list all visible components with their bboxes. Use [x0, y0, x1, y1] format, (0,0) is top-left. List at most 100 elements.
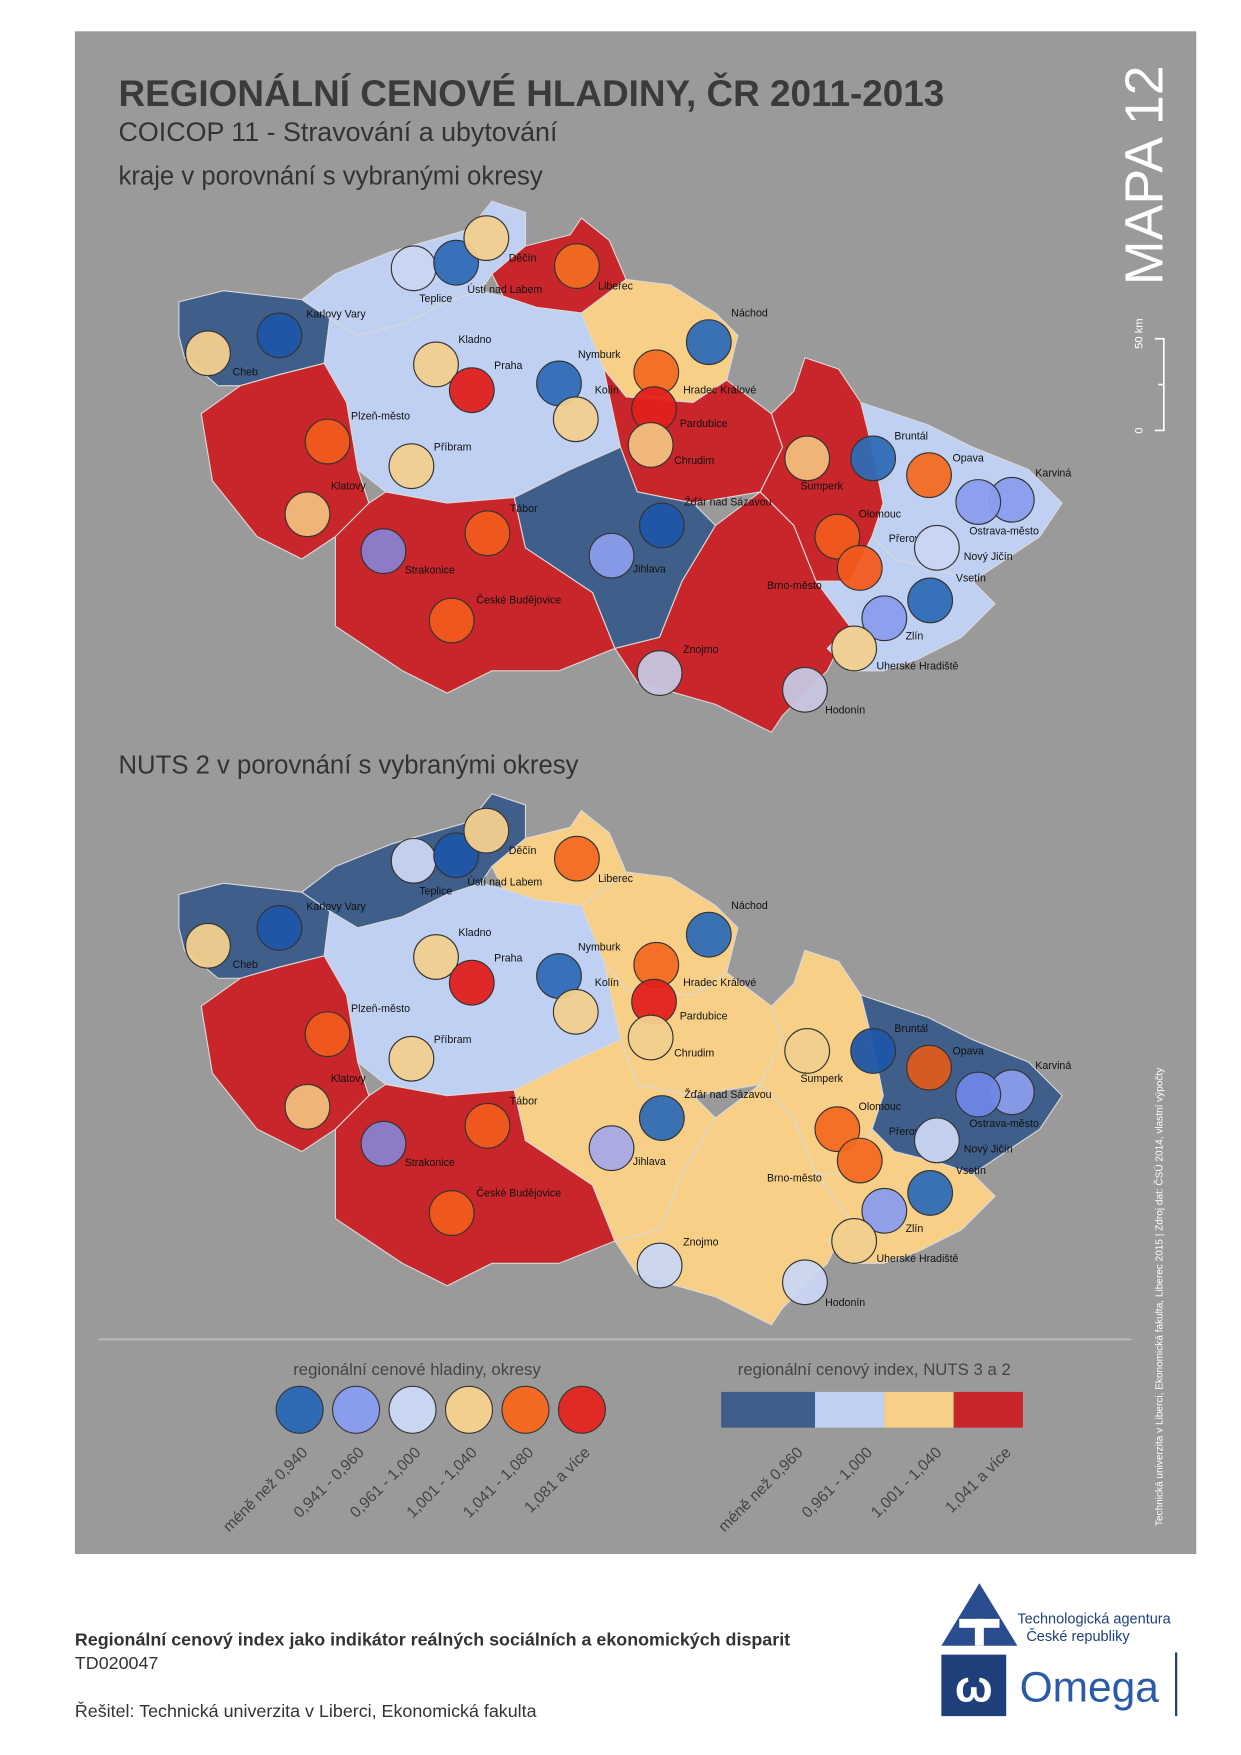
city-label: Uherské Hradiště	[877, 661, 959, 673]
district-marker	[836, 545, 883, 591]
district-marker	[256, 312, 303, 359]
district-marker	[784, 435, 831, 482]
district-marker	[360, 1120, 407, 1167]
district-marker	[433, 832, 480, 879]
city-label: Nymburk	[578, 349, 621, 361]
district-marker	[861, 595, 908, 642]
city-label: Karlovy Vary	[306, 309, 366, 321]
city-label: Jihlava	[633, 563, 666, 575]
city-label: Hradec Králové	[683, 977, 756, 989]
scale-bar	[1154, 337, 1165, 432]
city-label: Vsetín	[956, 1165, 986, 1177]
city-label: Karviná	[1035, 467, 1071, 479]
svg-text:ω: ω	[955, 1663, 993, 1712]
solver: Řešitel: Technická univerzita v Liberci,…	[75, 1701, 537, 1721]
city-label: Šumperk	[800, 480, 843, 493]
city-label: Žďár nad Sázavou	[684, 495, 771, 508]
district-marker	[784, 1028, 831, 1074]
city-label: Ostrava-město	[969, 1118, 1039, 1130]
city-label: Ústí nad Labem	[467, 875, 542, 888]
district-marker	[448, 959, 495, 1006]
city-label: Strakonice	[405, 565, 455, 577]
district-marker	[448, 367, 495, 414]
district-marker	[388, 1035, 435, 1082]
district-marker	[782, 1259, 828, 1306]
district-marker	[413, 341, 459, 388]
district-marker	[463, 807, 510, 854]
district-marker	[831, 625, 878, 672]
map: Cheb Karlovy Vary Teplice Ústí nad Labem Děč…	[178, 793, 1071, 1326]
title: REGIONÁLNÍ CENOVÉ HLADINY, ČR 2011-2013	[119, 72, 945, 114]
scale-zero: 0	[1134, 428, 1146, 434]
region	[334, 491, 616, 694]
city-label: Tábor	[510, 1096, 538, 1108]
city-label: Teplice	[419, 885, 452, 897]
district-marker	[284, 1083, 331, 1130]
city-label: Praha	[494, 952, 522, 964]
city-label: Liberec	[598, 281, 633, 293]
city-label: Uherské Hradiště	[877, 1253, 959, 1265]
city-label: Příbram	[434, 1034, 472, 1046]
city-label: Pardubice	[680, 1011, 728, 1023]
district-marker	[638, 1095, 685, 1141]
city-label: Olomouc	[859, 1101, 902, 1113]
city-label: Jihlava	[633, 1156, 666, 1168]
city-label: Chrudim	[674, 1048, 714, 1060]
district-marker	[185, 330, 231, 377]
city-label: Děčín	[509, 845, 537, 857]
project-code: TD020047	[75, 1653, 159, 1673]
legend-swatch	[884, 1391, 954, 1428]
district-marker	[428, 1190, 475, 1236]
district-marker	[588, 1125, 635, 1172]
region	[334, 1083, 616, 1287]
city-label: Bruntál	[894, 430, 928, 442]
city-label: Klatovy	[331, 481, 366, 493]
legend-swatch	[275, 1385, 324, 1434]
city-label: České Budějovice	[476, 594, 561, 607]
city-label: Náchod	[731, 307, 768, 319]
city-label: Pardubice	[680, 418, 728, 430]
district-marker	[185, 922, 231, 969]
city-label: Brno-město	[767, 1173, 822, 1185]
scale-label: 50 km	[1134, 318, 1146, 348]
legend-swatch	[953, 1391, 1023, 1428]
agency-logo: ω	[941, 1583, 1178, 1717]
city-label: Olomouc	[859, 509, 902, 521]
city-label: Hodonín	[825, 1297, 865, 1309]
legend-swatch	[721, 1391, 816, 1428]
district-marker	[304, 1011, 351, 1058]
district-marker	[627, 1014, 674, 1061]
agency-name: Technologická agentura	[1017, 1611, 1171, 1627]
district-marker	[553, 835, 600, 882]
district-marker	[433, 239, 480, 286]
district-marker	[955, 1071, 1002, 1118]
district-marker	[850, 1028, 897, 1074]
city-label: Příbram	[434, 442, 472, 454]
city-label: Kladno	[458, 334, 491, 346]
legend-title: regionální cenové hladiny, okresy	[293, 1360, 541, 1379]
district-marker	[304, 418, 351, 465]
district-marker	[782, 666, 828, 713]
city-label: Zlín	[906, 1223, 924, 1235]
district-marker	[588, 532, 635, 579]
city-label: Tábor	[510, 503, 538, 515]
project-title: Regionální cenový index jako indikátor r…	[75, 1630, 790, 1650]
district-marker	[464, 1102, 511, 1149]
legend-swatch	[388, 1385, 437, 1434]
city-label: Děčín	[509, 253, 537, 265]
district-marker	[907, 1169, 954, 1216]
map-heading: NUTS 2 v porovnání s vybranými okresy	[119, 752, 579, 780]
agency-name: České republiky	[1026, 1628, 1130, 1645]
district-marker	[552, 396, 599, 443]
city-label: Bruntál	[894, 1023, 928, 1035]
district-marker	[390, 837, 437, 884]
city-label: Zlín	[906, 630, 924, 642]
source: Technická univerzita v Liberci, Ekonomic…	[1153, 1068, 1166, 1526]
district-marker	[685, 911, 732, 958]
city-label: Ústí nad Labem	[467, 283, 542, 296]
panel	[74, 31, 1197, 1555]
city-label: Znojmo	[683, 1236, 718, 1248]
city-label: Klatovy	[331, 1073, 366, 1085]
legend-swatch	[444, 1385, 494, 1434]
